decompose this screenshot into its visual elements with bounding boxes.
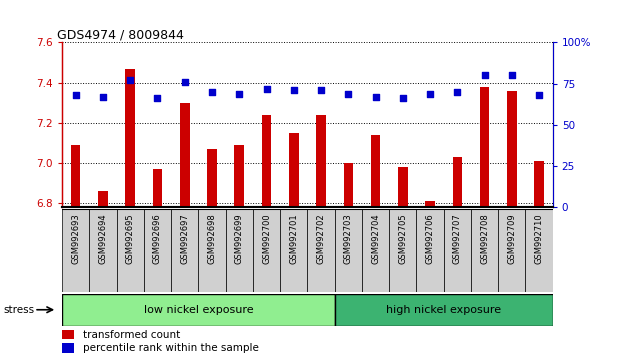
Text: GSM992708: GSM992708	[480, 213, 489, 264]
Bar	[225, 209, 253, 292]
Text: GSM992702: GSM992702	[317, 213, 325, 264]
Point	[316, 87, 326, 93]
Bar	[471, 209, 498, 292]
Point	[207, 89, 217, 95]
Bar	[316, 115, 326, 207]
Bar	[480, 87, 489, 207]
Text: GSM992710: GSM992710	[535, 213, 543, 264]
Text: GSM992697: GSM992697	[180, 213, 189, 264]
Bar	[389, 209, 417, 292]
Bar	[280, 209, 307, 292]
Text: GDS4974 / 8009844: GDS4974 / 8009844	[57, 28, 184, 41]
Bar	[62, 209, 89, 292]
Bar	[343, 163, 353, 207]
Bar	[261, 115, 271, 207]
Bar	[425, 201, 435, 207]
Point	[98, 94, 108, 99]
Text: GSM992695: GSM992695	[125, 213, 135, 264]
Bar	[89, 209, 117, 292]
Bar	[71, 145, 81, 207]
Bar	[371, 135, 380, 207]
Bar	[62, 343, 74, 353]
Text: GSM992701: GSM992701	[289, 213, 298, 264]
Text: percentile rank within the sample: percentile rank within the sample	[83, 343, 258, 353]
Text: GSM992694: GSM992694	[99, 213, 107, 264]
Bar	[398, 167, 407, 207]
Point	[479, 73, 489, 78]
Bar	[62, 294, 335, 326]
Bar	[417, 209, 443, 292]
Bar	[125, 69, 135, 207]
Bar	[253, 209, 280, 292]
Bar	[362, 209, 389, 292]
Bar	[307, 209, 335, 292]
Text: high nickel exposure: high nickel exposure	[386, 305, 501, 315]
Bar	[335, 294, 553, 326]
Point	[371, 94, 381, 99]
Point	[234, 91, 244, 96]
Point	[343, 91, 353, 96]
Text: low nickel exposure: low nickel exposure	[143, 305, 253, 315]
Text: GSM992707: GSM992707	[453, 213, 462, 264]
Point	[507, 73, 517, 78]
Text: GSM992704: GSM992704	[371, 213, 380, 264]
Bar	[525, 209, 553, 292]
Bar	[335, 209, 362, 292]
Bar	[180, 103, 189, 207]
Text: GSM992703: GSM992703	[344, 213, 353, 264]
Bar	[534, 161, 544, 207]
Bar	[453, 157, 462, 207]
Bar	[198, 209, 225, 292]
Bar	[153, 169, 162, 207]
Text: GSM992706: GSM992706	[425, 213, 435, 264]
Bar	[235, 145, 244, 207]
Text: GSM992696: GSM992696	[153, 213, 162, 264]
Point	[125, 78, 135, 83]
Point	[153, 96, 163, 101]
Bar	[62, 330, 74, 339]
Bar	[98, 191, 108, 207]
Text: GSM992693: GSM992693	[71, 213, 80, 264]
Text: GSM992709: GSM992709	[507, 213, 516, 264]
Bar	[507, 91, 517, 207]
Text: GSM992699: GSM992699	[235, 213, 244, 264]
Point	[180, 79, 190, 85]
Text: GSM992700: GSM992700	[262, 213, 271, 264]
Point	[261, 86, 271, 91]
Bar	[443, 209, 471, 292]
Bar	[171, 209, 198, 292]
Bar	[207, 149, 217, 207]
Point	[398, 96, 408, 101]
Bar	[498, 209, 525, 292]
Point	[425, 91, 435, 96]
Text: GSM992698: GSM992698	[207, 213, 217, 264]
Point	[534, 92, 544, 98]
Bar	[117, 209, 144, 292]
Point	[71, 92, 81, 98]
Text: GSM992705: GSM992705	[398, 213, 407, 264]
Point	[289, 87, 299, 93]
Bar	[144, 209, 171, 292]
Text: stress: stress	[3, 305, 34, 315]
Text: transformed count: transformed count	[83, 330, 180, 340]
Bar	[289, 133, 299, 207]
Point	[452, 89, 462, 95]
